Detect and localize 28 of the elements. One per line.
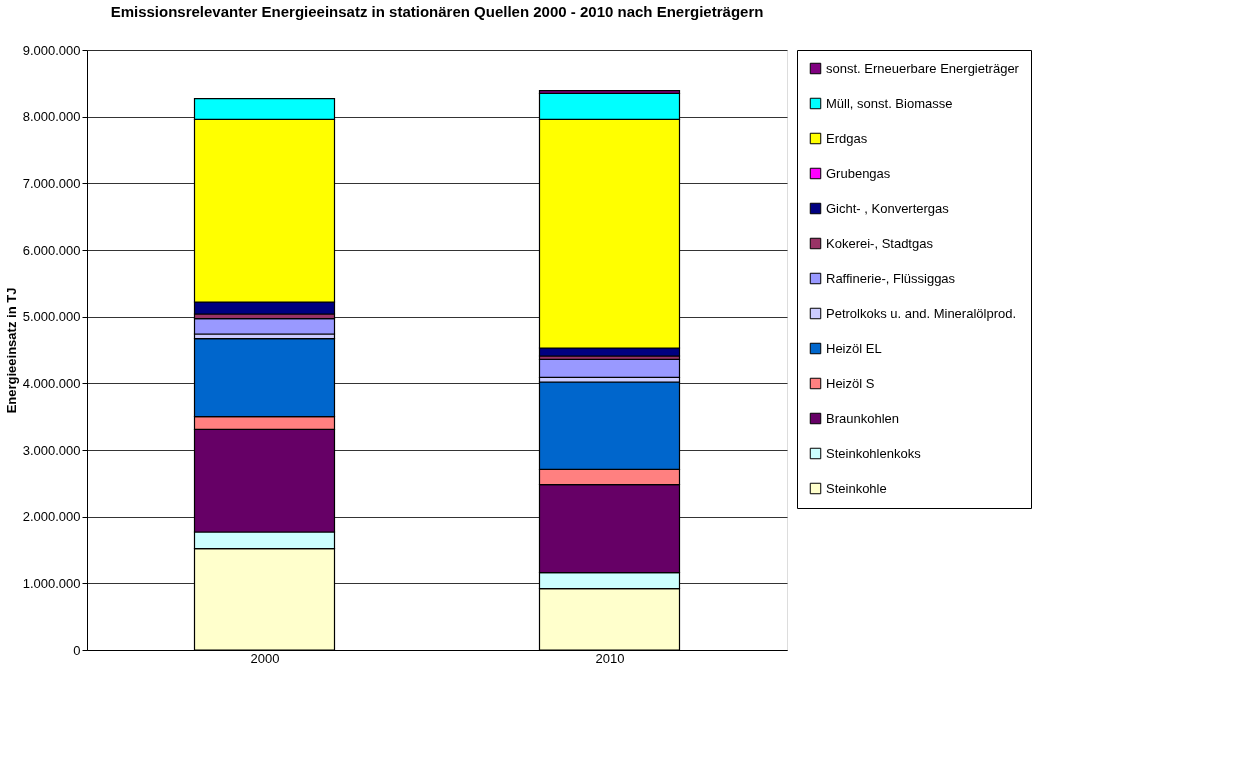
y-tick-label: 3.000.000: [22, 442, 81, 458]
y-axis-title: Energieeinsatz in TJ: [3, 287, 19, 414]
y-tick-label: 2.000.000: [22, 509, 81, 525]
y-tick-label: 7.000.000: [22, 175, 81, 191]
legend-label: sonst. Erneuerbare Energieträger: [826, 60, 1020, 76]
legend-label: Heizöl S: [826, 375, 875, 391]
legend-label: Gicht- , Konvertergas: [826, 200, 950, 216]
x-tick-label: 2010: [595, 650, 625, 666]
legend-label: Steinkohlenkoks: [826, 445, 922, 461]
y-tick-label: 8.000.000: [22, 109, 81, 125]
bar: [193, 318, 336, 335]
legend-label: Braunkohlen: [826, 410, 899, 426]
y-tick-label: 1.000.000: [22, 575, 81, 591]
legend-label: Grubengas: [826, 165, 891, 181]
y-tick-label: 4.000.000: [22, 375, 81, 391]
legend-label: Steinkohle: [826, 480, 887, 496]
y-tick-label: 9.000.000: [22, 42, 81, 58]
y-tick-label: 0: [73, 642, 81, 658]
y-tick-label: 5.000.000: [22, 309, 81, 325]
chart-title: Emissionsrelevanter Energieeinsatz in stationären Quellen 2000 - 2010 nach Energieträgern: [110, 3, 764, 20]
legend-label: Raffinerie-, Flüssiggas: [826, 270, 956, 286]
legend-label: Erdgas: [826, 130, 868, 146]
legend-label: Kokerei-, Stadtgas: [826, 235, 934, 251]
legend-label: Petrolkoks u. and. Mineralölprod.: [826, 305, 1017, 321]
legend-label: Müll, sonst. Biomasse: [826, 95, 953, 111]
legend-label: Heizöl EL: [826, 340, 882, 356]
y-tick-label: 6.000.000: [22, 242, 81, 258]
x-tick-label: 2000: [250, 650, 280, 666]
